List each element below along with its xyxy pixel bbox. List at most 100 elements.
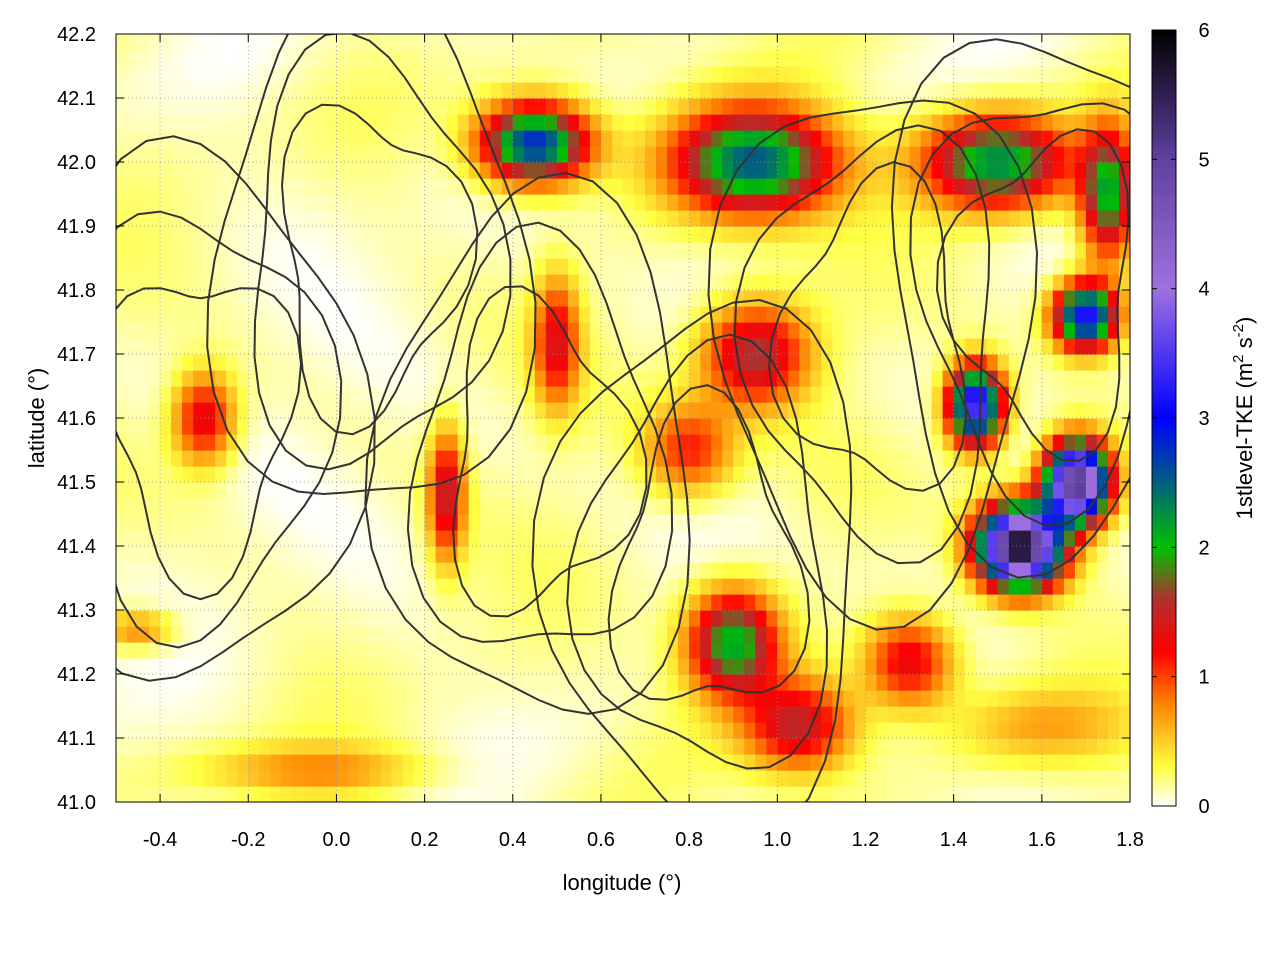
heatmap-cell (920, 498, 933, 515)
heatmap-cell (325, 466, 337, 483)
heatmap-cell (920, 594, 933, 611)
heatmap-cell (237, 482, 249, 499)
heatmap-cell (534, 146, 547, 163)
heatmap-cell (182, 674, 194, 691)
heatmap-cell (997, 386, 1010, 403)
heatmap-cell (314, 642, 326, 659)
heatmap-cell (413, 498, 426, 515)
heatmap-cell (567, 306, 580, 323)
heatmap-cell (149, 226, 161, 243)
heatmap-cell (832, 354, 844, 371)
heatmap-cell (755, 546, 767, 563)
heatmap-cell (457, 482, 470, 499)
heatmap-cell (193, 546, 205, 563)
heatmap-cell (435, 114, 448, 131)
heatmap-cell (413, 530, 426, 547)
heatmap-cell (512, 242, 525, 259)
heatmap-cell (589, 466, 602, 483)
heatmap-cell (755, 658, 767, 675)
heatmap-cell (865, 690, 878, 707)
heatmap-cell (887, 674, 900, 691)
heatmap-cell (887, 786, 900, 802)
heatmap-cell (171, 770, 183, 787)
heatmap-cell (325, 722, 337, 739)
heatmap-cell (1096, 690, 1109, 707)
heatmap-cell (964, 194, 977, 211)
heatmap-cell (391, 306, 404, 323)
heatmap-cell (601, 242, 613, 259)
heatmap-cell (358, 626, 371, 643)
heatmap-cell (336, 642, 348, 659)
heatmap-cell (854, 626, 867, 643)
heatmap-cell (634, 338, 646, 355)
heatmap-cell (523, 114, 536, 131)
heatmap-cell (314, 562, 326, 579)
heatmap-cell (986, 674, 999, 691)
heatmap-cell (479, 114, 492, 131)
heatmap-cell (490, 162, 503, 179)
heatmap-cell (920, 242, 933, 259)
heatmap-cell (766, 610, 778, 627)
heatmap-cell (975, 114, 988, 131)
heatmap-cell (171, 690, 183, 707)
heatmap-cell (1041, 770, 1054, 787)
heatmap-cell (645, 514, 657, 531)
heatmap-cell (226, 162, 238, 179)
heatmap-cell (380, 738, 393, 755)
heatmap-cell (314, 50, 326, 67)
heatmap-cell (755, 226, 767, 243)
heatmap-cell (314, 130, 326, 147)
heatmap-cell (193, 402, 205, 419)
heatmap-cell (589, 754, 602, 771)
heatmap-cell (380, 610, 393, 627)
heatmap-cell (182, 786, 194, 802)
heatmap-cell (479, 594, 492, 611)
heatmap-cell (1096, 114, 1109, 131)
heatmap-cell (1119, 498, 1130, 515)
heatmap-cell (1119, 66, 1130, 83)
heatmap-cell (127, 34, 139, 51)
heatmap-cell (920, 130, 933, 147)
heatmap-cell (501, 578, 514, 595)
heatmap-cell (975, 258, 988, 275)
heatmap-cell (138, 786, 150, 802)
heatmap-cell (1063, 194, 1076, 211)
heatmap-cell (986, 754, 999, 771)
heatmap-cell (578, 754, 591, 771)
heatmap-cell (1063, 658, 1076, 675)
heatmap-cell (865, 482, 878, 499)
heatmap-cell (942, 258, 955, 275)
heatmap-cell (369, 498, 382, 515)
heatmap-cell (446, 642, 459, 659)
heatmap-cell (435, 498, 448, 515)
heatmap-cell (391, 130, 404, 147)
heatmap-cell (898, 274, 911, 291)
heatmap-cell (898, 594, 911, 611)
heatmap-cell (1096, 258, 1109, 275)
heatmap-cell (920, 210, 933, 227)
heatmap-cell (369, 194, 382, 211)
heatmap-cell (116, 386, 128, 403)
heatmap-cell (358, 754, 371, 771)
heatmap-cell (700, 322, 712, 339)
heatmap-cell (1074, 578, 1087, 595)
heatmap-cell (744, 242, 756, 259)
heatmap-cell (149, 626, 161, 643)
heatmap-cell (711, 242, 723, 259)
heatmap-cell (601, 130, 613, 147)
heatmap-cell (986, 786, 999, 802)
heatmap-cell (171, 466, 183, 483)
heatmap-cell (689, 338, 701, 355)
heatmap-cell (567, 322, 580, 339)
heatmap-cell (1063, 530, 1076, 547)
heatmap-cell (336, 242, 348, 259)
heatmap-cell (711, 482, 723, 499)
heatmap-cell (149, 242, 161, 259)
heatmap-cell (920, 722, 933, 739)
heatmap-cell (1008, 658, 1021, 675)
heatmap-cell (722, 482, 734, 499)
heatmap-cell (1052, 642, 1065, 659)
heatmap-cell (788, 498, 800, 515)
heatmap-cell (755, 578, 767, 595)
heatmap-cell (204, 418, 216, 435)
